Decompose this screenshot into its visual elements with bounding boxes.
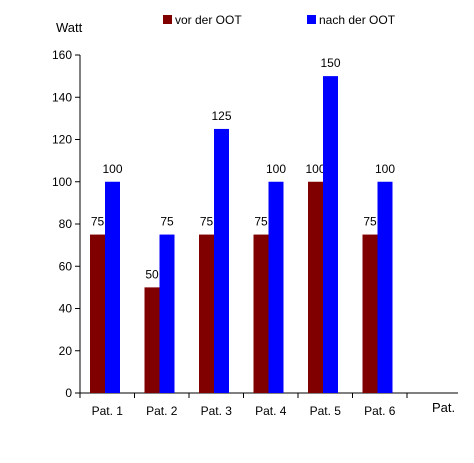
y-tick-label: 60: [59, 259, 73, 273]
legend-swatch: [163, 15, 172, 24]
y-tick-label: 80: [59, 217, 73, 231]
legend: vor der OOT nach der OOT: [163, 13, 396, 27]
data-label: 75: [200, 215, 214, 229]
x-tick-label: Pat. 4: [255, 404, 287, 418]
x-tick-label: Pat. 6: [364, 404, 396, 418]
data-label: 75: [254, 215, 268, 229]
bar: [362, 234, 378, 393]
data-label: 75: [160, 215, 174, 229]
bar: [90, 234, 105, 393]
data-label: 75: [91, 215, 105, 229]
bar: [308, 181, 323, 393]
bar: [144, 287, 160, 393]
y-tick-label: 140: [52, 90, 72, 104]
data-label: 100: [266, 162, 286, 176]
data-label: 100: [375, 162, 395, 176]
bar: [253, 234, 269, 393]
y-tick-label: 160: [52, 48, 72, 62]
x-tick-label: Pat. 3: [201, 404, 233, 418]
x-tick-label: Pat. 1: [92, 404, 124, 418]
y-tick-label: 120: [52, 133, 72, 147]
data-label: 100: [102, 162, 122, 176]
data-label: 50: [145, 267, 159, 281]
x-tick-label: Pat. 2: [146, 404, 178, 418]
data-label: 100: [305, 162, 325, 176]
data-label: 125: [211, 109, 231, 123]
y-axis: 0 20 40 60 80 100 120 140 160: [52, 48, 81, 400]
bar: [377, 181, 393, 393]
bars: 75 50 75 75 100 75 100 75 125 100 150 100: [90, 56, 395, 393]
y-tick-label: 0: [65, 386, 72, 400]
bar: [199, 234, 214, 393]
bar: [214, 128, 229, 393]
bar: [268, 181, 284, 393]
legend-label: nach der OOT: [319, 13, 396, 27]
y-tick-label: 20: [59, 344, 73, 358]
y-tick-label: 100: [52, 175, 72, 189]
data-label: 75: [363, 215, 377, 229]
x-axis-label: Pat.: [432, 400, 455, 415]
data-label: 150: [320, 56, 340, 70]
legend-swatch: [307, 15, 316, 24]
bar: [159, 234, 175, 393]
y-axis-label: Watt: [56, 20, 83, 35]
x-tick-label: Pat. 5: [310, 404, 342, 418]
x-axis: Pat. 1 Pat. 2 Pat. 3 Pat. 4 Pat. 5 Pat. 6: [79, 392, 458, 418]
bar: [105, 181, 120, 393]
bar: [323, 76, 338, 393]
y-tick-label: 40: [59, 302, 73, 316]
legend-label: vor der OOT: [175, 13, 242, 27]
